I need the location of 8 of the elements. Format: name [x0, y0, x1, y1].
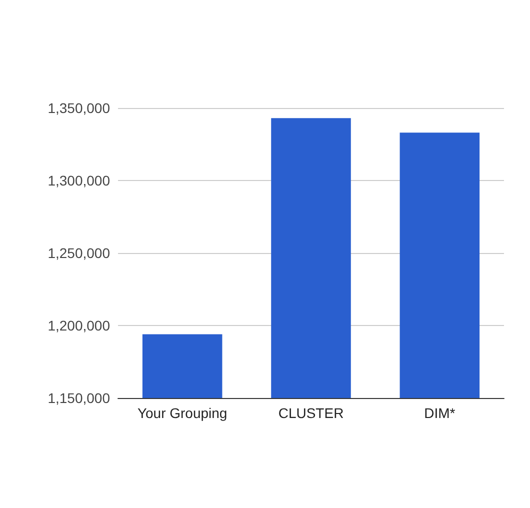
- x-tick-label: DIM*: [424, 405, 456, 421]
- x-tick-label: Your Grouping: [137, 405, 228, 421]
- y-tick-label: 1,350,000: [48, 100, 110, 116]
- y-tick-label: 1,250,000: [48, 245, 110, 261]
- y-tick-label: 1,200,000: [48, 318, 110, 334]
- y-tick-label: 1,300,000: [48, 172, 110, 188]
- y-tick-label: 1,150,000: [48, 390, 110, 406]
- x-tick-label: CLUSTER: [278, 405, 344, 421]
